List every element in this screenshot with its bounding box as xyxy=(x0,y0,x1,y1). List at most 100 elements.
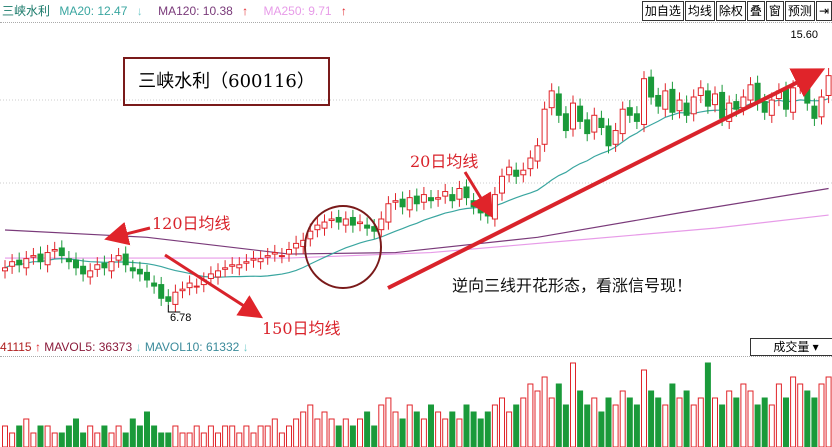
candle-body xyxy=(633,113,640,122)
volume-bar xyxy=(257,425,264,447)
ma250-text: MA250: 9.71 xyxy=(263,4,332,18)
candle-body xyxy=(257,258,264,263)
volume-bar xyxy=(144,411,150,447)
candle-body xyxy=(399,198,406,208)
candle-body xyxy=(73,259,79,269)
toolbar-button-3[interactable]: 叠 xyxy=(746,1,765,21)
volume-bar xyxy=(825,376,832,447)
volume-bar xyxy=(584,404,591,447)
candle-body xyxy=(655,94,662,107)
mavol10-value: MAVOL10: 61332 xyxy=(144,340,240,354)
candle-body xyxy=(392,200,399,203)
volume-bar xyxy=(229,425,236,447)
candle-body xyxy=(811,105,818,119)
volume-bar xyxy=(307,404,314,447)
volume-bar xyxy=(633,404,640,447)
candle-body xyxy=(783,88,789,110)
volume-bar xyxy=(264,425,271,447)
volume-bar xyxy=(158,432,165,447)
candle-body xyxy=(307,230,314,240)
price-tick-label: 15.60 xyxy=(790,29,818,41)
volume-value: 41115 xyxy=(0,340,32,354)
candle-body xyxy=(108,261,115,272)
volume-bar xyxy=(449,411,456,447)
indicator-select[interactable]: 成交量 ▾ xyxy=(750,338,832,356)
toolbar-button-0[interactable]: 加自选 xyxy=(641,1,684,21)
candle-body xyxy=(286,249,292,255)
volume-bar xyxy=(286,425,292,447)
candle-body xyxy=(101,262,108,269)
candle-body xyxy=(385,203,392,223)
volume-bar xyxy=(172,425,179,447)
ma120-arrow xyxy=(104,221,151,246)
candle-body xyxy=(648,76,655,98)
volume-bar xyxy=(271,418,278,447)
toolbar-button-2[interactable]: 除权 xyxy=(715,1,746,21)
toolbar-button-4[interactable]: 窗 xyxy=(765,1,784,21)
candle-body xyxy=(65,258,72,263)
volume-bar xyxy=(378,404,385,447)
candle-body xyxy=(44,252,51,266)
candle-body xyxy=(825,75,832,96)
volume-bar xyxy=(357,418,363,447)
candle-body xyxy=(278,255,285,258)
volume-bar xyxy=(428,404,434,447)
volume-bar xyxy=(80,432,87,447)
candle-body xyxy=(9,261,16,267)
volume-bar xyxy=(726,390,733,447)
volume-bar xyxy=(435,411,442,447)
candle-body xyxy=(264,255,271,258)
candle-body xyxy=(470,200,477,208)
volume-bar xyxy=(392,411,399,447)
volume-bar xyxy=(215,432,221,447)
volume-bar xyxy=(477,418,484,447)
volume-bar xyxy=(513,404,520,447)
volume-bar xyxy=(683,390,690,447)
candle-body xyxy=(165,296,172,302)
candle-body xyxy=(321,221,328,229)
volume-bar xyxy=(442,418,449,447)
toolbar-button-1[interactable]: 均线 xyxy=(684,1,715,21)
volume-bar xyxy=(541,376,548,447)
candle-body xyxy=(115,255,122,261)
volume-bar xyxy=(420,418,427,447)
candle-body xyxy=(364,224,371,229)
candle-body xyxy=(243,261,250,264)
volume-bar xyxy=(648,390,655,447)
candle-body xyxy=(605,125,612,147)
low-price-label: 6.78 xyxy=(170,312,192,324)
candle-body xyxy=(314,224,321,231)
candle-body xyxy=(584,119,591,135)
candle-body xyxy=(94,264,101,270)
toolbar-button-6[interactable]: ⇥ xyxy=(815,1,832,21)
candle-body xyxy=(690,96,697,115)
volume-bar xyxy=(697,397,704,447)
volume-bar xyxy=(250,432,257,447)
stock-name: 三峡水利 xyxy=(2,4,51,18)
volume-bar xyxy=(470,411,477,447)
candle-body xyxy=(51,249,58,252)
volume-bar xyxy=(669,383,676,447)
candle-body xyxy=(250,258,257,261)
toolbar-button-5[interactable]: 预测 xyxy=(784,1,815,21)
candle-body xyxy=(16,259,23,266)
arrow-down-icon: ↓ xyxy=(136,4,143,18)
ma20-annotation: 20日均线 xyxy=(410,152,479,171)
volume-bar xyxy=(768,404,775,447)
volume-bar xyxy=(328,418,335,447)
ma120-text: MA120: 10.38 xyxy=(158,4,233,18)
candle-body xyxy=(726,102,733,122)
volume-bar xyxy=(690,404,697,447)
candle-body xyxy=(179,288,186,292)
candle-body xyxy=(122,253,129,266)
candle-body xyxy=(626,107,633,116)
volume-bar xyxy=(456,418,463,447)
volume-bar xyxy=(747,390,754,447)
volume-bar xyxy=(499,397,505,447)
volume-bar xyxy=(108,432,115,447)
volume-bar xyxy=(44,425,51,447)
candle-body xyxy=(768,99,775,116)
candle-body xyxy=(186,282,193,289)
candle-body xyxy=(541,108,548,145)
volume-bar xyxy=(818,383,825,447)
